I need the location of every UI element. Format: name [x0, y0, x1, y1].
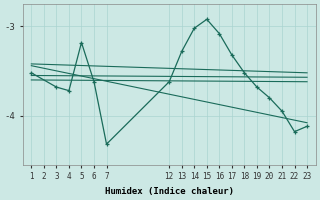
- X-axis label: Humidex (Indice chaleur): Humidex (Indice chaleur): [105, 187, 234, 196]
